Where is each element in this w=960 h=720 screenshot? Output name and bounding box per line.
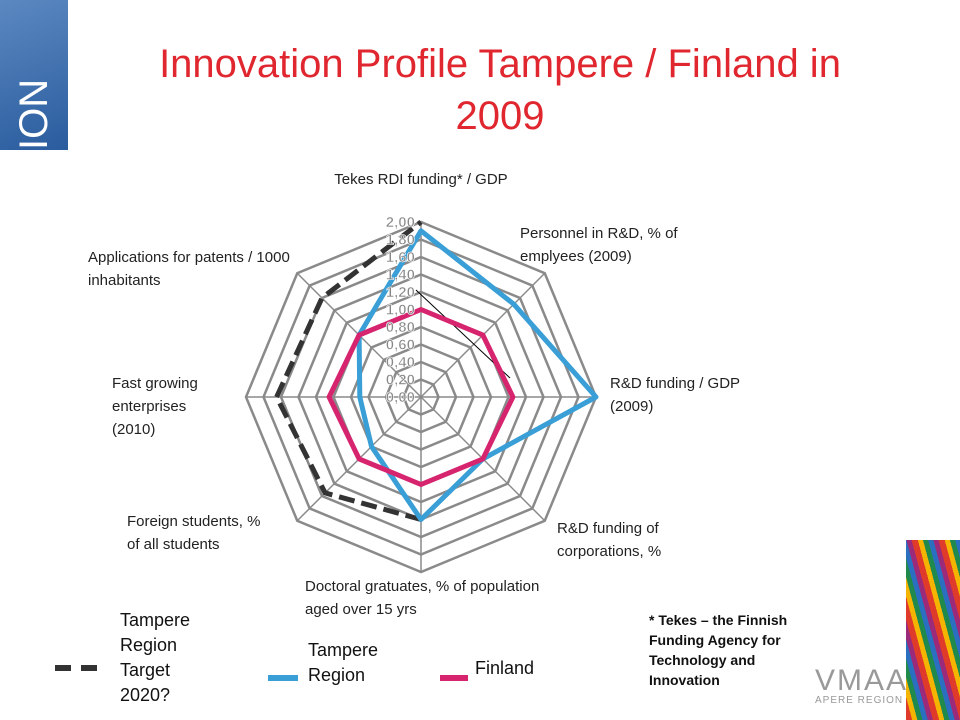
category-label: Foreign students, % of all students [127, 513, 261, 553]
category-label: Doctoral gratuates, % of population aged… [305, 578, 540, 618]
logo-left: ION [0, 0, 68, 150]
legend-label: Tampere Region [308, 640, 379, 685]
logo-right: VMAA [815, 664, 909, 697]
r-tick-label: 0,80 [386, 319, 415, 336]
series-line [274, 220, 423, 522]
r-tick-label: 0,20 [386, 372, 415, 389]
legend-label: Tampere Region Target 2020? [120, 610, 191, 705]
category-label: Personnel in R&D, % of emplyees (2009) [520, 225, 678, 265]
r-tick-label: 2,00 [386, 214, 415, 231]
series-line [326, 307, 516, 487]
logo-right-sub: APERE REGION [815, 695, 904, 706]
footnote: * Tekes – the Finnish Funding Agency for… [649, 612, 788, 688]
category-label: R&D funding of corporations, % [557, 520, 662, 560]
r-tick-label: 1,60 [386, 249, 415, 266]
r-tick-label: 0,00 [386, 389, 415, 406]
r-tick-label: 1,20 [386, 284, 415, 301]
r-tick-label: 1,80 [386, 232, 415, 249]
chart-title: Innovation Profile Tampere / Finland in … [159, 42, 841, 138]
r-tick-label: 0,40 [386, 354, 415, 371]
category-label: Tekes RDI funding* / GDP [334, 171, 508, 188]
decor-stripes [906, 540, 960, 720]
legend-label: Finland [475, 658, 535, 678]
r-tick-label: 1,40 [386, 267, 415, 284]
r-tick-label: 1,00 [386, 302, 415, 319]
r-tick-label: 0,60 [386, 337, 415, 354]
category-label: R&D funding / GDP (2009) [610, 375, 740, 415]
category-label: Fast growing enterprises (2010) [112, 375, 198, 438]
series-line [356, 228, 599, 522]
category-label: Applications for patents / 1000 inhabita… [88, 249, 290, 289]
